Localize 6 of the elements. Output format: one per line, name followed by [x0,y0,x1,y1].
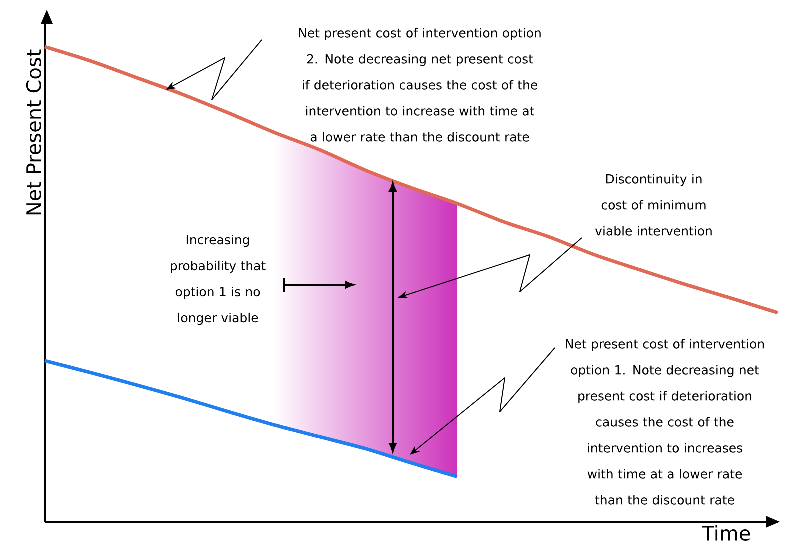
y-axis-title: Net Present Cost [26,50,42,215]
x-axis-title: Time [702,526,750,542]
annotation: Increasing probability that option 1 is no longer viable [171,234,266,326]
text: Discontinuity in cost of minimum viable intervention [595,174,712,236]
text: Net present cost of intervention option 2. Note decreasing net present cost if deterioration causes the cost of the intervention to increase with time at a lower rate than the discount rate [299,28,541,142]
text: Net present cost of intervention option 1. Note decreasing net present cost if deterioration causes the cost of the intervention to increases with time at a lower rate than the discount rate [566,339,764,505]
